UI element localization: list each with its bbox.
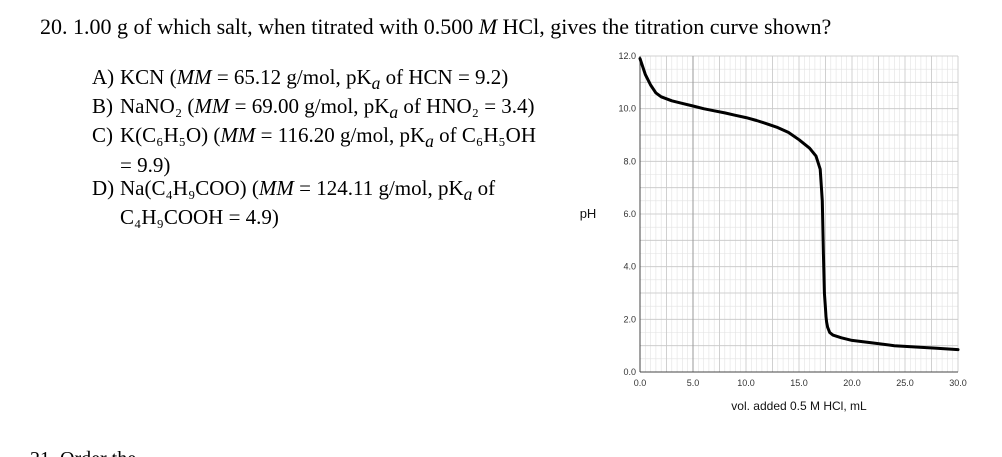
x-tick-label: 30.0 bbox=[949, 378, 967, 388]
x-tick-label: 20.0 bbox=[843, 378, 861, 388]
y-axis-label: pH bbox=[580, 206, 597, 221]
choice-d[interactable]: D) Na(C₄H₉COO) (MM = 124.11 g/mol, pKa of… bbox=[92, 176, 536, 229]
x-tick-label: 10.0 bbox=[737, 378, 755, 388]
titration-curve bbox=[638, 57, 960, 352]
y-tick-label: 6.0 bbox=[623, 209, 636, 219]
choice-c-continuation: = 9.9) bbox=[120, 152, 171, 177]
y-tick-label: 4.0 bbox=[623, 262, 636, 272]
y-tick-label: 0.0 bbox=[623, 367, 636, 377]
answer-choices: A) KCN (MM = 65.12 g/mol, pKa of HCN = 9.… bbox=[92, 66, 536, 229]
x-tick-label: 15.0 bbox=[790, 378, 808, 388]
y-tick-label: 2.0 bbox=[623, 314, 636, 324]
question-title: 20. 1.00 g of which salt, when titrated … bbox=[40, 14, 832, 39]
next-question-partial: 21. Order the ... bbox=[30, 448, 156, 457]
choice-b[interactable]: B) NaNO₂ (MM = 69.00 g/mol, pKa of HNO₂ =… bbox=[92, 94, 535, 123]
x-tick-label: 25.0 bbox=[896, 378, 914, 388]
choice-c[interactable]: C) K(C₆H₅O) (MM = 116.20 g/mol, pKa of C₆… bbox=[92, 123, 537, 177]
y-tick-label: 12.0 bbox=[618, 51, 636, 61]
x-tick-label: 0.0 bbox=[634, 378, 647, 388]
titration-curve-chart: 0.0 2.0 4.0 6.0 8.0 10.0 12.0 0.0 5.0 10.0 15.0 20.… bbox=[580, 51, 967, 413]
y-tick-label: 10.0 bbox=[618, 104, 636, 114]
x-axis-label: vol. added 0.5 M HCl, mL bbox=[731, 399, 867, 413]
choice-d-continuation: C₄H₉COOH = 4.9) bbox=[120, 204, 279, 229]
choice-a[interactable]: A) KCN (MM = 65.12 g/mol, pKa of HCN = 9.… bbox=[92, 65, 509, 94]
y-tick-label: 8.0 bbox=[623, 156, 636, 166]
x-tick-label: 5.0 bbox=[687, 378, 700, 388]
